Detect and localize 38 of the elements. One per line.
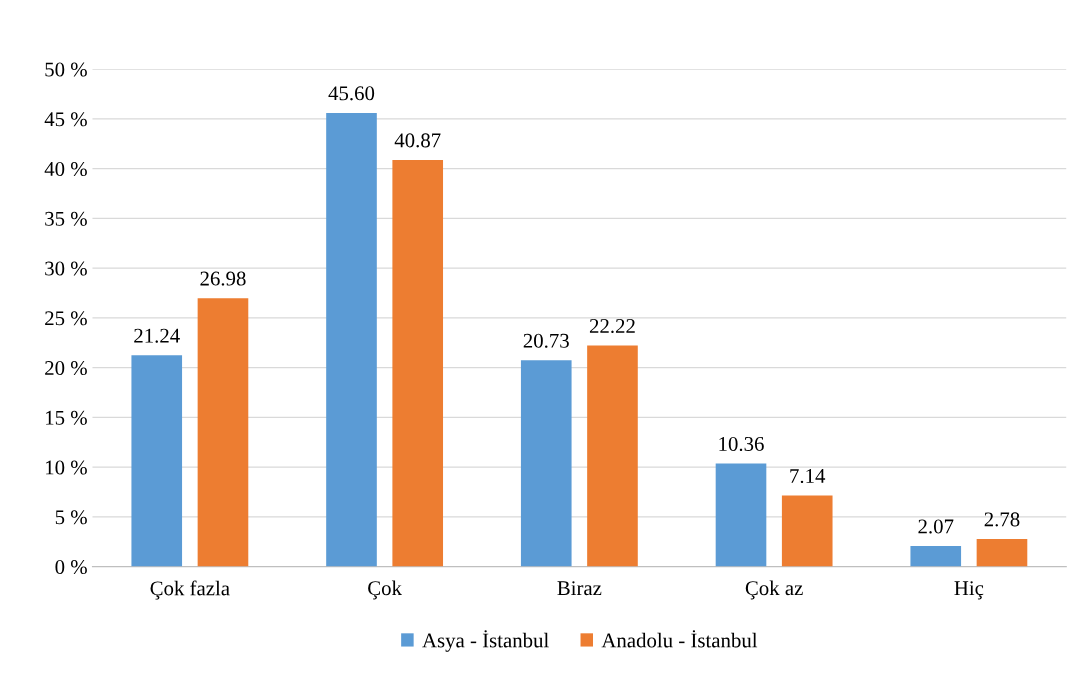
x-tick-label: Çok az (745, 580, 803, 600)
y-tick-label: 35 % (45, 211, 87, 226)
bar (910, 546, 962, 567)
y-tick-label: 15 % (46, 410, 87, 425)
x-tick-label: Çok fazla (150, 580, 230, 600)
bar (197, 298, 249, 567)
data-label: 2.78 (984, 512, 1020, 527)
data-label: 22.22 (589, 318, 635, 334)
y-tick-label: 0 % (55, 559, 87, 575)
bar (976, 538, 1028, 567)
bar (520, 360, 572, 567)
data-label: 10.36 (719, 436, 764, 452)
y-tick-label: 45 % (44, 112, 87, 127)
data-label: 20.73 (523, 333, 569, 348)
bar (131, 355, 183, 567)
x-tick-label: Biraz (557, 581, 602, 596)
bar (715, 463, 767, 567)
data-label: 40.87 (394, 133, 441, 148)
y-tick-label: 25 % (45, 311, 87, 326)
bar (781, 495, 833, 567)
data-label: 21.24 (134, 328, 180, 343)
data-label: 45.60 (328, 86, 375, 101)
data-label: 2.07 (918, 519, 954, 534)
legend-label: Asya - İstanbul (422, 630, 549, 652)
x-tick-label: Çok (368, 580, 402, 600)
y-tick-label: 20 % (45, 360, 87, 376)
y-tick-label: 40 % (44, 161, 87, 177)
bar (326, 112, 377, 567)
y-tick-label: 50 % (45, 62, 87, 77)
data-label: 7.14 (790, 469, 826, 484)
bar (392, 159, 444, 567)
legend-label: Anadolu - İstanbul (601, 630, 758, 648)
y-tick-label: 5 % (55, 510, 87, 525)
y-tick-label: 30 % (45, 261, 87, 276)
y-tick-label: 10 % (46, 460, 87, 475)
data-label: 26.98 (200, 271, 246, 286)
bar (587, 345, 638, 567)
x-tick-label: Hiç (954, 581, 984, 600)
